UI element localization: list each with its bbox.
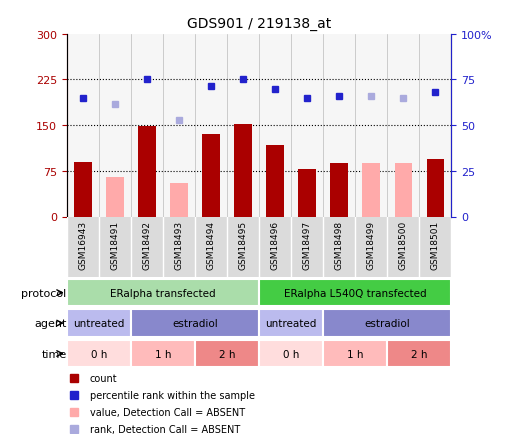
Bar — [106, 178, 124, 217]
Text: GSM18500: GSM18500 — [399, 220, 408, 269]
Text: GSM18499: GSM18499 — [367, 220, 376, 269]
Text: rank, Detection Call = ABSENT: rank, Detection Call = ABSENT — [90, 424, 240, 434]
Bar — [427, 159, 444, 217]
Bar — [259, 340, 323, 367]
Bar — [387, 217, 420, 278]
Bar — [202, 135, 220, 217]
Bar — [291, 35, 323, 217]
Bar — [195, 35, 227, 217]
Text: GSM18494: GSM18494 — [206, 220, 215, 269]
Bar — [163, 35, 195, 217]
Text: 1 h: 1 h — [154, 349, 171, 358]
Bar — [330, 164, 348, 217]
Text: untreated: untreated — [265, 319, 317, 328]
Bar — [74, 162, 91, 217]
Bar — [363, 164, 380, 217]
Bar — [266, 145, 284, 217]
Bar — [131, 310, 259, 337]
Bar — [420, 35, 451, 217]
Bar — [420, 217, 451, 278]
Text: untreated: untreated — [73, 319, 125, 328]
Text: GSM18491: GSM18491 — [110, 220, 120, 269]
Text: percentile rank within the sample: percentile rank within the sample — [90, 390, 255, 400]
Bar — [131, 217, 163, 278]
Text: 0 h: 0 h — [91, 349, 107, 358]
Bar — [323, 217, 355, 278]
Text: GSM18496: GSM18496 — [270, 220, 280, 269]
Bar — [299, 170, 316, 217]
Text: 2 h: 2 h — [219, 349, 235, 358]
Text: GSM18495: GSM18495 — [239, 220, 248, 269]
Bar — [259, 35, 291, 217]
Bar — [98, 217, 131, 278]
Bar — [387, 35, 420, 217]
Text: GSM16943: GSM16943 — [78, 220, 87, 269]
Bar — [355, 35, 387, 217]
Text: agent: agent — [34, 319, 67, 328]
Bar — [131, 340, 195, 367]
Text: value, Detection Call = ABSENT: value, Detection Call = ABSENT — [90, 407, 245, 417]
Bar — [67, 340, 131, 367]
Text: GSM18501: GSM18501 — [431, 220, 440, 269]
Bar — [323, 340, 387, 367]
Text: ERalpha transfected: ERalpha transfected — [110, 288, 215, 298]
Bar — [291, 217, 323, 278]
Bar — [259, 217, 291, 278]
Text: count: count — [90, 373, 117, 383]
Bar — [67, 35, 98, 217]
Text: time: time — [42, 349, 67, 358]
Text: ERalpha L540Q transfected: ERalpha L540Q transfected — [284, 288, 427, 298]
Bar — [259, 279, 451, 306]
Text: 0 h: 0 h — [283, 349, 299, 358]
Bar — [98, 35, 131, 217]
Bar — [394, 164, 412, 217]
Bar — [227, 217, 259, 278]
Bar — [67, 310, 131, 337]
Bar — [195, 340, 259, 367]
Text: 2 h: 2 h — [411, 349, 428, 358]
Bar — [170, 184, 188, 217]
Bar — [131, 35, 163, 217]
Bar — [234, 125, 252, 217]
Bar — [323, 310, 451, 337]
Bar — [387, 340, 451, 367]
Text: GSM18492: GSM18492 — [142, 220, 151, 269]
Text: estradiol: estradiol — [364, 319, 410, 328]
Bar — [227, 35, 259, 217]
Text: estradiol: estradiol — [172, 319, 218, 328]
Bar — [163, 217, 195, 278]
Text: GSM18497: GSM18497 — [303, 220, 312, 269]
Bar — [67, 217, 98, 278]
Title: GDS901 / 219138_at: GDS901 / 219138_at — [187, 17, 331, 31]
Bar — [355, 217, 387, 278]
Text: 1 h: 1 h — [347, 349, 364, 358]
Bar — [259, 310, 323, 337]
Bar — [67, 279, 259, 306]
Text: GSM18493: GSM18493 — [174, 220, 184, 269]
Bar — [323, 35, 355, 217]
Bar — [195, 217, 227, 278]
Text: GSM18498: GSM18498 — [334, 220, 344, 269]
Text: protocol: protocol — [22, 288, 67, 298]
Bar — [138, 127, 155, 217]
